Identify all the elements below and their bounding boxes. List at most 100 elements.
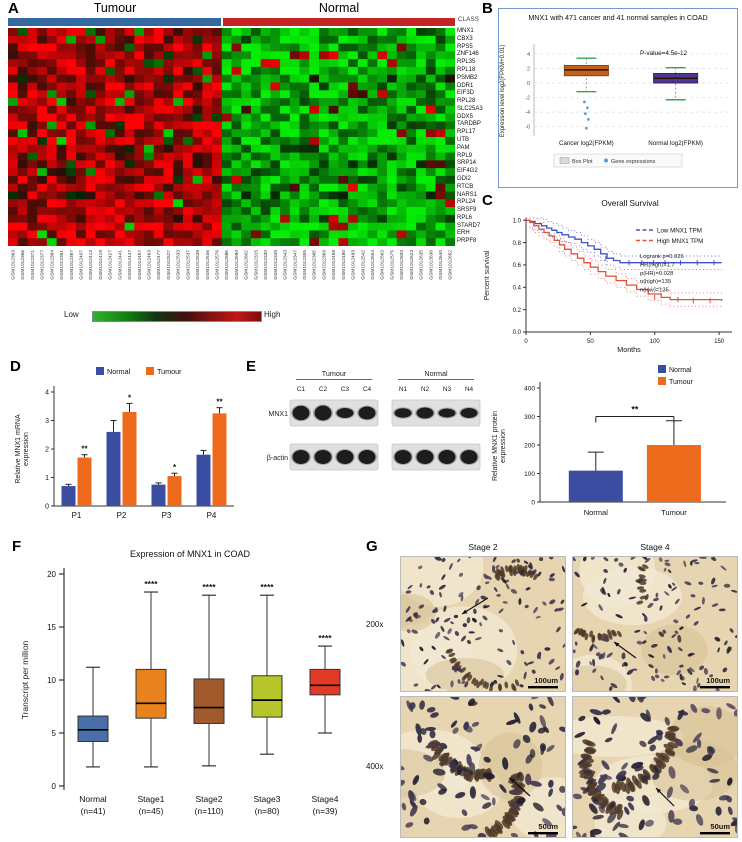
svg-text:GSM1012355: GSM1012355 [302,250,308,280]
svg-text:GSM1012527: GSM1012527 [166,250,172,280]
histology-image-stage4-200x: 100um [572,556,738,692]
svg-text:GSM1012457: GSM1012457 [137,250,143,280]
svg-text:Stage3: Stage3 [254,794,281,804]
svg-text:0.4: 0.4 [513,285,522,291]
panel-c-label: C [482,192,493,209]
svg-text:50um: 50um [710,822,730,831]
svg-text:50um: 50um [538,822,558,831]
gene-label: MNX1 [457,28,474,34]
svg-text:Normal log2(FPKM): Normal log2(FPKM) [648,140,703,147]
svg-text:100: 100 [650,339,661,345]
svg-text:GSM1012603: GSM1012603 [399,250,405,280]
svg-text:GSM1012343: GSM1012343 [283,250,289,280]
svg-text:n(high)=135: n(high)=135 [640,279,671,285]
gene-label: RPL6 [457,214,473,221]
gene-label: ZNF146 [457,51,479,58]
svg-text:P2: P2 [117,511,127,520]
svg-text:GSM1012441: GSM1012441 [117,250,123,280]
svg-text:GSM1012477: GSM1012477 [156,250,162,280]
svg-text:Tumour: Tumour [661,508,687,517]
svg-text:50: 50 [587,339,594,345]
svg-text:5: 5 [52,729,57,738]
gene-label: DDX5 [457,113,474,120]
svg-text:Tumour: Tumour [157,367,182,376]
svg-text:GSM1012384: GSM1012384 [49,250,55,280]
panel-c-title: Overall Survival [601,199,659,208]
svg-text:P3: P3 [162,511,172,520]
histology-image-stage2-200x: 100um [400,556,566,692]
heatmap-colorbar [92,311,262,322]
svg-text:-6: -6 [525,125,530,131]
histology-image-stage4-400x: 50um [572,696,738,838]
svg-text:Normal: Normal [584,508,609,517]
g-column-title-stage2: Stage 2 [468,542,498,552]
group-title-tumour: Tumour [93,1,137,15]
svg-text:GSM1012369: GSM1012369 [321,250,327,280]
gene-label: GDI2 [457,175,472,182]
gene-label: PSMB2 [457,74,478,81]
svg-text:(n=110): (n=110) [195,806,224,816]
panel-a-label: A [8,0,19,17]
svg-text:GSM1012447: GSM1012447 [127,250,133,280]
svg-text:*: * [128,393,132,402]
svg-text:GSM1012539: GSM1012539 [195,250,201,280]
svg-text:(n=45): (n=45) [139,806,164,816]
class-label: CLASS [458,17,480,23]
svg-text:N3: N3 [443,386,452,393]
svg-text:GSM1012365: GSM1012365 [312,250,318,280]
svg-text:GSM1012640: GSM1012640 [438,250,444,280]
svg-text:Box Plot: Box Plot [572,159,593,165]
svg-text:GSM1012413: GSM1012413 [88,250,94,280]
svg-text:300: 300 [524,414,535,421]
panel-d-y-axis-label: Relative MNX1 mRNA expression [15,414,31,484]
gene-labels: MNX1 CBX3 RPS5 ZNF146 RPL35 RPL18 PSMB2 DDR1 EIF… [457,28,503,246]
panel-e-western-blot: Tumour C1 C2 C3 C4 Normal N1 N2 N3 N4 MNX1 β-actin [267,369,481,471]
svg-text:Normal: Normal [669,367,692,374]
svg-text:150: 150 [714,339,725,345]
svg-text:N2: N2 [421,386,430,393]
svg-text:GSM1012576: GSM1012576 [215,250,221,280]
panel-e-label: E [246,358,257,375]
svg-text:GSM1012419: GSM1012419 [98,250,104,280]
gene-label: SRP14 [457,160,477,167]
panel-f-y-axis-label: Transcript per million [20,640,30,720]
svg-text:****: **** [144,579,158,589]
svg-text:GSM1012315: GSM1012315 [253,250,259,280]
g-row-label-200x: 200x [366,620,384,629]
svg-text:GSM1012459: GSM1012459 [331,250,337,280]
svg-text:0: 0 [531,499,535,506]
panel-d-bar-chart: 0 1 2 3 4 Normal Tumour P1 ** P2 * P3 * P4 ** [45,367,234,520]
svg-text:GSM1012480: GSM1012480 [341,250,347,280]
svg-text:****: **** [260,582,274,592]
gene-label: RPS5 [457,43,473,50]
panel-d-label: D [10,358,21,375]
svg-text:200: 200 [524,442,535,449]
svg-text:GSM1012335: GSM1012335 [273,250,279,280]
panel-b-title: MNX1 with 471 cancer and 41 normal sampl… [528,13,708,22]
svg-text:*: * [173,463,177,472]
colorbar-high-label: High [264,310,281,319]
gene-label: PRPF8 [457,238,477,245]
svg-text:**: ** [631,405,639,415]
svg-text:0.6: 0.6 [513,263,522,269]
svg-text:Cancer log2(FPKM): Cancer log2(FPKM) [559,140,614,147]
svg-text:GSM1012377: GSM1012377 [40,250,46,280]
svg-text:GSM1012397: GSM1012397 [69,250,75,280]
svg-text:GSM1012542: GSM1012542 [360,250,366,280]
svg-text:-4: -4 [525,110,530,116]
sample-labels: GSM1012363 GSM1012366 GSM1012371 GSM1012377… [11,250,454,280]
svg-text:Tumour: Tumour [322,369,347,378]
svg-text:1.0: 1.0 [513,218,522,224]
gene-label: RPL17 [457,129,476,136]
panel-e-y-axis-label: Relative MNX1 protein expression [492,410,508,482]
svg-text:Gene expressions: Gene expressions [611,159,656,165]
g-row-label-400x: 400x [366,762,384,771]
class-bar-tumour [8,18,221,26]
svg-text:100: 100 [524,471,535,478]
svg-text:C2: C2 [319,386,328,393]
svg-text:**: ** [81,445,88,454]
gene-label: RTCB [457,183,474,190]
svg-text:0.2: 0.2 [513,308,522,314]
svg-text:GSM1012427: GSM1012427 [108,250,114,280]
